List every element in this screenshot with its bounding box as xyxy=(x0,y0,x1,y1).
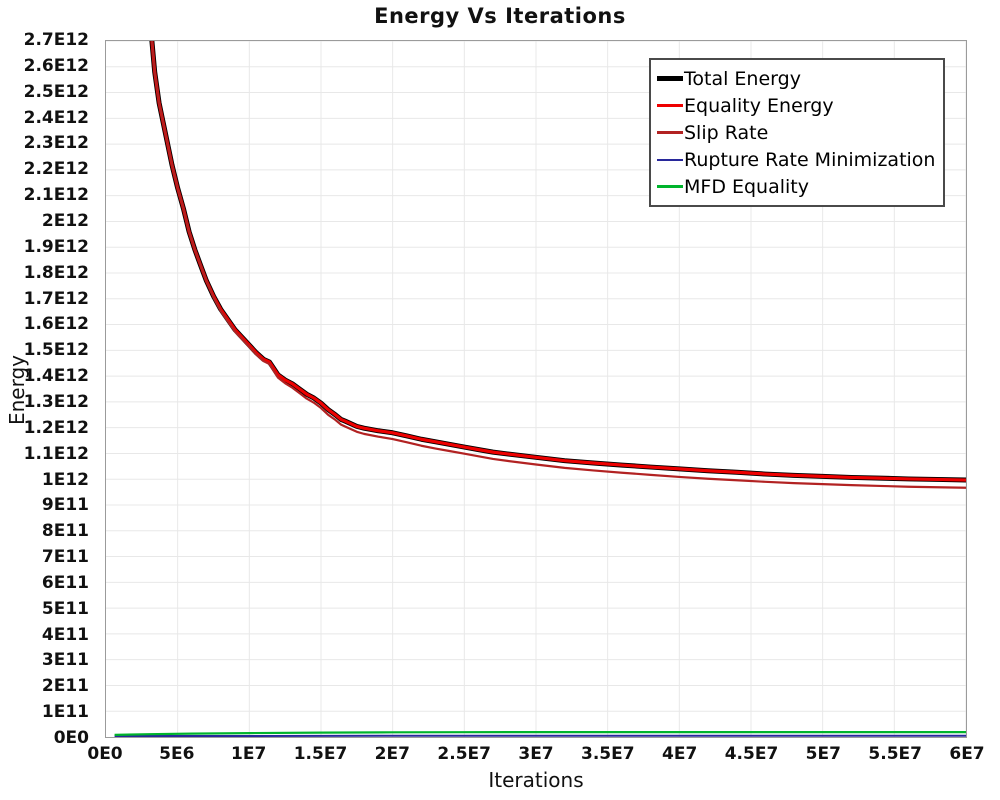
mfd-equality-line-swatch xyxy=(657,185,683,188)
y-tick-label: 2.7E12 xyxy=(23,30,89,50)
rupture-rate-minimization-line-swatch xyxy=(657,158,683,161)
x-tick-label: 2.5E7 xyxy=(437,744,491,764)
legend-item-total-energy: Total Energy xyxy=(657,65,939,92)
y-tick-label: 5E11 xyxy=(41,598,89,619)
x-axis-tick-labels: 0E0 5E6 1E7 1.5E7 2E7 2.5E7 3E7 3.5E7 4E7 4.5E7 5E… xyxy=(87,744,984,766)
y-tick-label: 1E11 xyxy=(41,702,89,723)
y-axis-tick-labels: 0E0 1E11 2E11 3E11 4E11 5E11 6E11 7E11 8E11 9E11 1… xyxy=(0,30,97,748)
y-tick-label: 2.5E12 xyxy=(23,81,89,102)
legend-item-mfd-equality: MFD Equality xyxy=(657,173,939,200)
y-tick-label: 1.2E12 xyxy=(23,417,89,438)
x-tick-label: 3E7 xyxy=(518,744,554,764)
y-tick-label: 1.8E12 xyxy=(23,262,89,283)
x-tick-label: 3.5E7 xyxy=(581,744,635,764)
y-tick-label: 2.2E12 xyxy=(23,159,89,180)
y-tick-label: 2E12 xyxy=(41,211,89,231)
y-tick-label: 2E11 xyxy=(41,676,89,697)
chart-legend: Total Energy Equality Energy Slip Rate R… xyxy=(649,58,945,207)
y-tick-label: 9E11 xyxy=(41,495,89,516)
legend-label: Equality Energy xyxy=(684,94,834,117)
y-tick-label: 1E12 xyxy=(41,469,89,490)
y-tick-label: 1.4E12 xyxy=(23,366,89,387)
legend-item-slip-rate: Slip Rate xyxy=(657,119,939,146)
y-tick-label: 2.6E12 xyxy=(23,55,89,76)
x-tick-label: 2E7 xyxy=(374,744,410,764)
legend-label: Slip Rate xyxy=(684,121,769,144)
y-tick-label: 1.5E12 xyxy=(23,340,89,361)
y-tick-label: 1.7E12 xyxy=(23,288,89,309)
x-tick-label: 1.5E7 xyxy=(293,744,348,764)
equality-energy-line-swatch xyxy=(657,103,683,108)
x-tick-label: 4.5E7 xyxy=(724,744,779,764)
x-tick-label: 5E7 xyxy=(805,744,841,764)
legend-label: Rupture Rate Minimization xyxy=(684,148,936,171)
chart-title: Energy Vs Iterations xyxy=(374,4,626,28)
y-tick-label: 8E11 xyxy=(41,521,89,542)
x-tick-label: 5E6 xyxy=(159,744,195,764)
legend-label: MFD Equality xyxy=(684,175,809,198)
y-tick-label: 1.3E12 xyxy=(23,391,89,412)
y-tick-label: 2.4E12 xyxy=(23,107,89,128)
total-energy-line-swatch xyxy=(657,76,683,81)
y-tick-label: 7E11 xyxy=(41,547,89,567)
x-axis-title: Iterations xyxy=(488,768,584,792)
x-tick-label: 0E0 xyxy=(87,744,123,764)
x-tick-label: 6E7 xyxy=(949,744,985,764)
x-tick-label: 5.5E7 xyxy=(868,744,922,764)
x-tick-label: 4E7 xyxy=(662,744,698,764)
y-tick-label: 1.1E12 xyxy=(23,443,89,464)
y-tick-label: 3E11 xyxy=(41,650,89,671)
legend-label: Total Energy xyxy=(684,67,801,90)
legend-item-equality-energy: Equality Energy xyxy=(657,92,939,119)
legend-item-rupture-rate-minimization: Rupture Rate Minimization xyxy=(657,146,939,173)
slip-rate-line-swatch xyxy=(657,131,683,134)
y-tick-label: 2.3E12 xyxy=(23,133,89,154)
y-axis-title: Energy xyxy=(5,354,29,426)
y-tick-label: 4E11 xyxy=(41,624,89,645)
y-tick-label: 1.6E12 xyxy=(23,314,89,335)
x-tick-label: 1E7 xyxy=(231,744,267,764)
y-tick-label: 1.9E12 xyxy=(23,236,89,257)
y-tick-label: 0E0 xyxy=(53,728,89,748)
y-tick-label: 6E11 xyxy=(41,572,89,593)
y-tick-label: 2.1E12 xyxy=(23,185,89,206)
